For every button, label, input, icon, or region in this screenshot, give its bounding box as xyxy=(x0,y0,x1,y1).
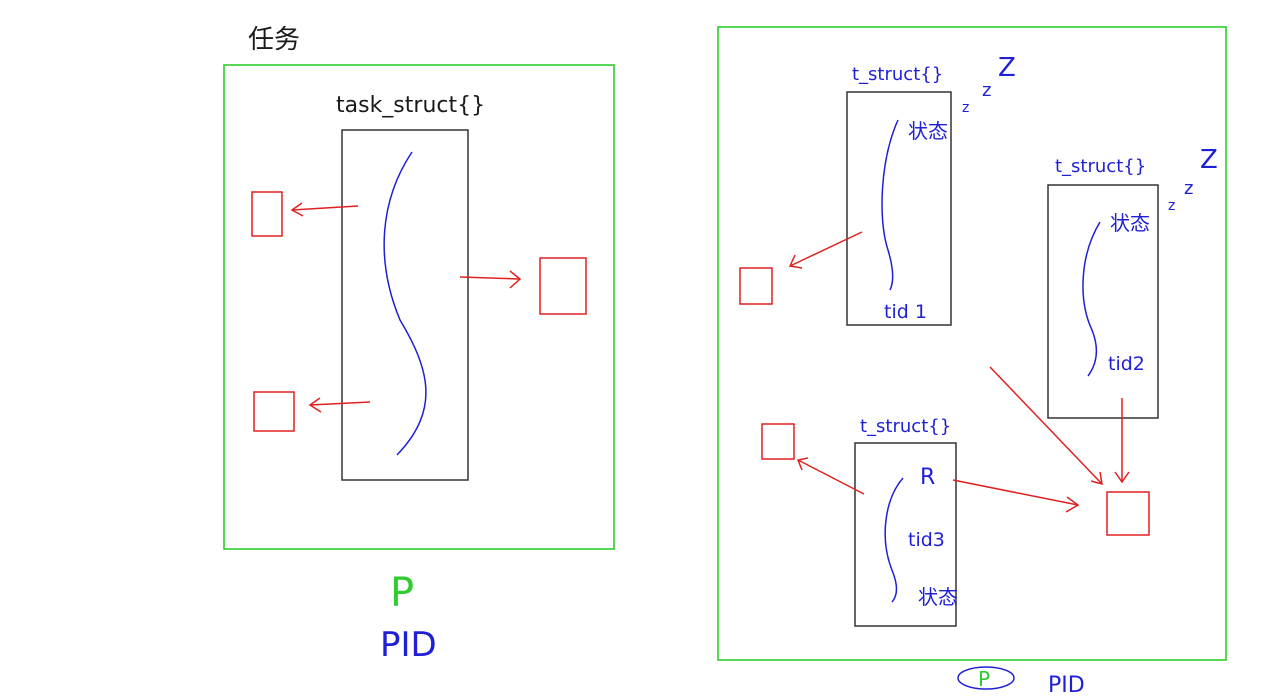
thread1-resource xyxy=(739,267,773,305)
left-arrow-2 xyxy=(459,270,522,289)
thread3-box xyxy=(854,442,957,627)
left-pid-label: PID xyxy=(380,625,437,665)
shared-resource xyxy=(1106,491,1150,536)
thread3-arrow-to-own-resource xyxy=(796,457,865,495)
thread3-body-curve xyxy=(884,477,904,603)
thread3-label: t_struct{} xyxy=(860,416,951,437)
thread3-resource xyxy=(761,423,795,460)
thread1-arrow-to-shared xyxy=(989,366,1103,486)
right-pid-label: PID xyxy=(1048,673,1085,698)
left-arrow-1 xyxy=(290,202,359,217)
right-process-frame xyxy=(717,26,1227,661)
thread2-arrow-to-shared xyxy=(1114,398,1130,484)
thread2-box xyxy=(1047,184,1159,419)
thread2-label: t_struct{} xyxy=(1055,156,1146,177)
thread2-body-curve xyxy=(1082,221,1101,377)
thread2-sleep-z3: Z xyxy=(1200,145,1218,175)
thread1-label: t_struct{} xyxy=(852,64,943,85)
right-process-letter: P xyxy=(978,667,990,691)
thread2-tid: tid2 xyxy=(1108,353,1145,375)
left-process-frame xyxy=(223,64,615,550)
task-struct-box xyxy=(341,129,469,481)
thread1-arrow xyxy=(788,231,863,269)
thread3-running-state: R xyxy=(920,465,935,490)
left-resource-2 xyxy=(539,257,587,315)
left-resource-1 xyxy=(251,191,283,237)
thread3-arrow-to-shared xyxy=(952,479,1080,513)
thread3-tid: tid3 xyxy=(908,529,945,551)
thread1-body-curve xyxy=(881,119,899,291)
left-resource-3 xyxy=(253,391,295,432)
left-arrow-3 xyxy=(308,397,371,413)
left-struct-label: task_struct{} xyxy=(336,93,485,118)
thread1-state: 状态 xyxy=(908,119,948,143)
thread2-sleep-z1: z xyxy=(1168,198,1175,214)
thread1-sleep-z3: Z xyxy=(998,53,1016,83)
left-process-letter: P xyxy=(390,570,414,616)
thread1-sleep-z1: z xyxy=(962,100,969,116)
left-title: 任务 xyxy=(248,25,300,55)
thread3-state: 状态 xyxy=(918,585,958,609)
thread1-sleep-z2: z xyxy=(982,80,991,101)
thread1-tid: tid 1 xyxy=(884,301,927,323)
thread2-state: 状态 xyxy=(1110,211,1150,235)
thread2-sleep-z2: z xyxy=(1184,178,1193,199)
thread1-box xyxy=(846,91,952,326)
task-struct-body-curve xyxy=(383,151,427,456)
right-process-circle xyxy=(957,666,1015,690)
